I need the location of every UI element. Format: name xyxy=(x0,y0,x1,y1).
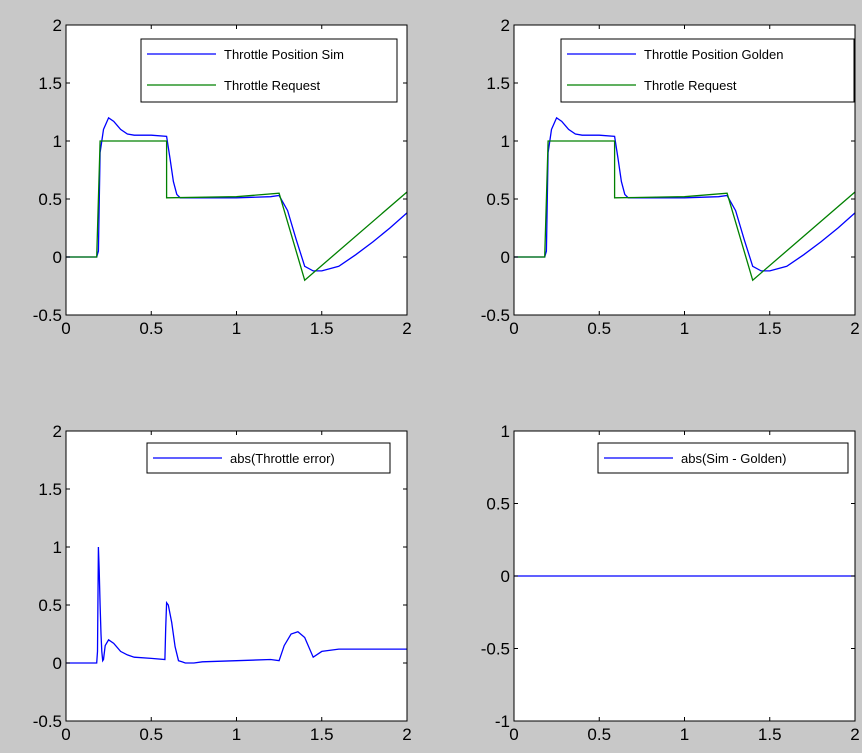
y-tick-label: 1.5 xyxy=(38,74,62,93)
y-tick-label: -0.5 xyxy=(33,306,62,325)
series-line-2 xyxy=(66,140,407,282)
series-line-2 xyxy=(514,140,855,282)
y-tick-label: 0.5 xyxy=(486,495,510,514)
y-tick-label: 0 xyxy=(53,248,62,267)
x-tick-label: 0 xyxy=(61,319,70,338)
x-tick-label: 1 xyxy=(232,725,241,744)
series-line-1 xyxy=(66,546,407,664)
y-tick-label: 1 xyxy=(501,422,510,441)
legend-label: Throttle Request xyxy=(224,78,320,93)
y-tick-label: 0 xyxy=(501,248,510,267)
plot-area xyxy=(66,431,407,721)
y-tick-label: 0.5 xyxy=(486,190,510,209)
y-tick-label: 0 xyxy=(501,567,510,586)
x-tick-label: 1 xyxy=(680,725,689,744)
x-tick-label: 2 xyxy=(402,319,411,338)
y-tick-label: 2 xyxy=(501,16,510,35)
x-tick-label: 1.5 xyxy=(758,725,782,744)
y-tick-label: 0.5 xyxy=(38,596,62,615)
x-tick-label: 0.5 xyxy=(587,725,611,744)
y-tick-label: 2 xyxy=(53,16,62,35)
y-tick-label: 1.5 xyxy=(38,480,62,499)
y-tick-label: -0.5 xyxy=(481,640,510,659)
y-tick-label: 2 xyxy=(53,422,62,441)
x-tick-label: 1.5 xyxy=(310,319,334,338)
x-tick-label: 1 xyxy=(680,319,689,338)
x-tick-label: 0.5 xyxy=(587,319,611,338)
legend-label: abs(Throttle error) xyxy=(230,451,335,466)
y-tick-label: 0.5 xyxy=(38,190,62,209)
chart-4: 0 0.5 1 1.5 2 -1 -0.5 0 0.5 1 abs(Sim - Golden) xyxy=(481,422,860,744)
x-tick-label: 0 xyxy=(61,725,70,744)
y-tick-label: 1 xyxy=(53,132,62,151)
y-tick-label: -0.5 xyxy=(33,712,62,731)
x-tick-label: 0.5 xyxy=(139,319,163,338)
legend-label: Throttle Position Golden xyxy=(644,47,783,62)
x-tick-label: 2 xyxy=(850,319,859,338)
x-tick-label: 1.5 xyxy=(310,725,334,744)
legend-label: Throttle Position Sim xyxy=(224,47,344,62)
legend-label: abs(Sim - Golden) xyxy=(681,451,786,466)
y-tick-label: 1.5 xyxy=(486,74,510,93)
x-tick-label: 0.5 xyxy=(139,725,163,744)
x-tick-label: 2 xyxy=(850,725,859,744)
legend-box xyxy=(140,38,398,103)
x-tick-label: 1 xyxy=(232,319,241,338)
legend: Throttle Position Golden Throtle Request xyxy=(560,38,855,103)
x-tick-label: 0 xyxy=(509,319,518,338)
legend-label: Throtle Request xyxy=(644,78,737,93)
legend: abs(Throttle error) xyxy=(146,442,391,474)
y-tick-label: 1 xyxy=(501,132,510,151)
y-tick-label: 0 xyxy=(53,654,62,673)
legend: Throttle Position Sim Throttle Request xyxy=(140,38,398,103)
y-tick-label: 1 xyxy=(53,538,62,557)
y-tick-label: -0.5 xyxy=(481,306,510,325)
y-tick-label: -1 xyxy=(495,712,510,731)
x-tick-label: 0 xyxy=(509,725,518,744)
x-tick-label: 2 xyxy=(402,725,411,744)
legend-box xyxy=(560,38,855,103)
x-tick-label: 1.5 xyxy=(758,319,782,338)
legend: abs(Sim - Golden) xyxy=(597,442,849,474)
